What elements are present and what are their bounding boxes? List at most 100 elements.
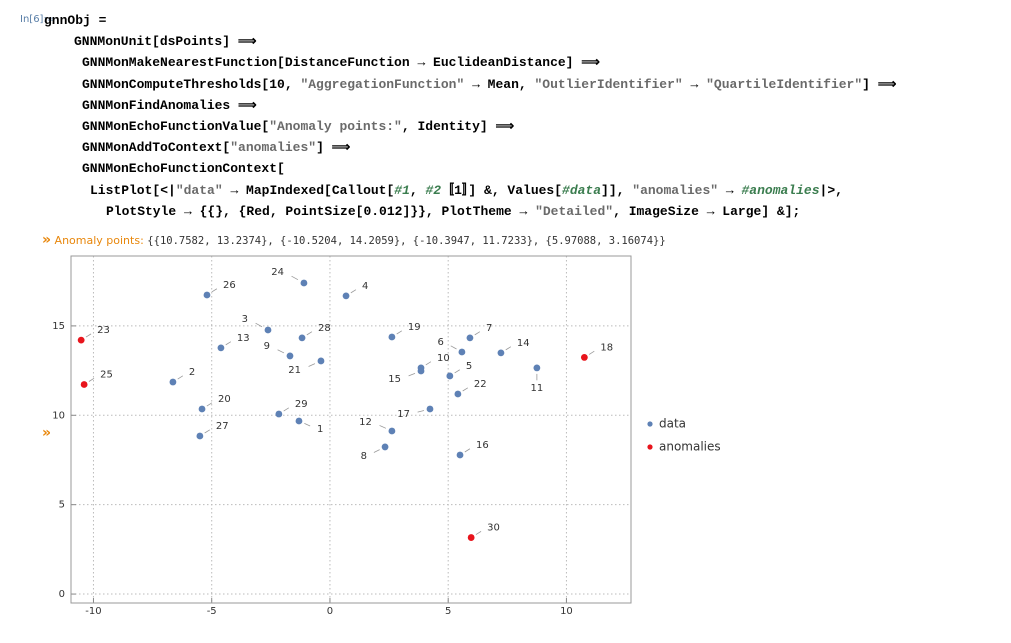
callout-label: 30 [487, 523, 500, 534]
callout-label: 13 [237, 333, 250, 344]
code-token: "AggregationFunction" [300, 76, 465, 92]
input-label: In[6]:= [20, 14, 56, 25]
callout-leader [454, 369, 460, 374]
code-token: ] ⟹ [316, 140, 351, 156]
point [300, 279, 308, 287]
point [467, 534, 475, 541]
code-line: gnnObj = [44, 11, 106, 31]
callout-leader [304, 423, 311, 427]
code-token: ]], [601, 182, 633, 198]
callout-leader [425, 361, 432, 366]
code-token: GNNMonFindAnomalies ⟹ [82, 97, 257, 113]
output-marker: » [42, 232, 52, 248]
callout-leader [474, 331, 481, 336]
callout-label: 18 [600, 342, 613, 353]
plot-frame [70, 255, 632, 604]
callout-label: 27 [216, 421, 229, 432]
code-line: GNNMonAddToContext["anomalies"] ⟹ [82, 138, 350, 158]
point [342, 292, 350, 300]
point [77, 336, 85, 344]
code-token: GNNMonMakeNearestFunction[DistanceFuncti… [82, 55, 600, 71]
callout-label: 12 [359, 417, 372, 428]
callout-leader [408, 372, 416, 377]
callout-leader [177, 375, 184, 380]
point [466, 334, 474, 342]
legend-label: anomalies [659, 440, 721, 454]
point [497, 349, 505, 357]
callout-label: 14 [517, 338, 530, 349]
code-token: "anomalies" [632, 182, 719, 198]
code-token: "Detailed" [535, 203, 614, 219]
point [417, 367, 425, 375]
point [458, 348, 466, 356]
echo-label: Anomaly points: [54, 234, 144, 247]
x-tick-label: 5 [445, 606, 451, 617]
callout-label: 2 [189, 367, 195, 378]
callout-leader [255, 322, 263, 328]
callout-label: 9 [264, 341, 270, 352]
point [426, 405, 434, 413]
point [533, 364, 541, 372]
code-token: → MapIndexed[Callout[ [222, 182, 395, 198]
code-line: PlotStyle → {{}, {Red, PointSize[0.012]}… [106, 202, 800, 222]
code-token: "anomalies" [230, 140, 317, 156]
callout-label: 7 [486, 323, 492, 334]
code-token: → [718, 182, 742, 198]
callout-leader [306, 331, 313, 336]
code-token: , [409, 182, 426, 198]
code-token: ListPlot[<| [90, 182, 176, 198]
point [446, 372, 454, 380]
echo-output: » Anomaly points: {{10.7582, 13.2374}, {… [42, 232, 666, 248]
echo-value: {{10.7582, 13.2374}, {-10.5204, 14.2059}… [147, 235, 666, 247]
callout-leader [396, 330, 403, 335]
callout-leader [225, 341, 232, 346]
legend-swatch [647, 421, 653, 427]
callout-leader [450, 345, 457, 350]
callout-label: 24 [271, 267, 284, 278]
callout-label: 16 [476, 440, 489, 451]
callout-leader [211, 288, 218, 293]
x-tick-label: -5 [207, 606, 217, 617]
code-line: GNNMonUnit[dsPoints] ⟹ [74, 32, 256, 52]
callout-leader [85, 333, 92, 338]
code-token: #2 [425, 182, 442, 198]
point [80, 381, 88, 388]
code-token: "QuartileIdentifier" [706, 76, 863, 92]
code-token: ] ⟹ [862, 76, 897, 92]
code-token: GNNMonUnit[dsPoints] ⟹ [74, 34, 257, 50]
code-token: GNNMonComputeThresholds[10, [82, 76, 301, 92]
callout-label: 15 [388, 374, 401, 385]
code-token: "Anomaly points:" [269, 119, 402, 134]
point [264, 326, 272, 334]
y-tick-label: 5 [59, 500, 65, 511]
callout-leader [505, 346, 512, 351]
point [456, 451, 464, 459]
code-line: GNNMonFindAnomalies ⟹ [82, 96, 257, 116]
plot-marker: » [42, 425, 52, 441]
callout-leader [373, 449, 380, 453]
point [196, 432, 204, 440]
code-token: #1 [394, 182, 410, 198]
code-token: , ImageSize → Large] &]; [613, 203, 801, 219]
legend-label: data [659, 417, 686, 431]
callout-leader [88, 377, 95, 382]
point [580, 354, 588, 361]
code-line: GNNMonEchoFunctionContext[ [82, 159, 285, 179]
x-tick-label: -10 [85, 606, 101, 617]
point [275, 410, 283, 418]
callout-label: 22 [474, 379, 487, 390]
callout-leader [350, 289, 357, 294]
callout-label: 3 [242, 314, 248, 325]
code-line: GNNMonEchoFunctionValue["Anomaly points:… [82, 117, 514, 137]
code-token: → [682, 76, 707, 92]
point [298, 334, 306, 342]
code-token: gnnObj = [44, 13, 107, 28]
callout-label: 5 [466, 361, 472, 372]
point [388, 427, 396, 435]
callout-leader [308, 363, 316, 367]
y-tick-label: 0 [59, 589, 65, 600]
callout-label: 8 [361, 451, 367, 462]
point [317, 357, 325, 365]
